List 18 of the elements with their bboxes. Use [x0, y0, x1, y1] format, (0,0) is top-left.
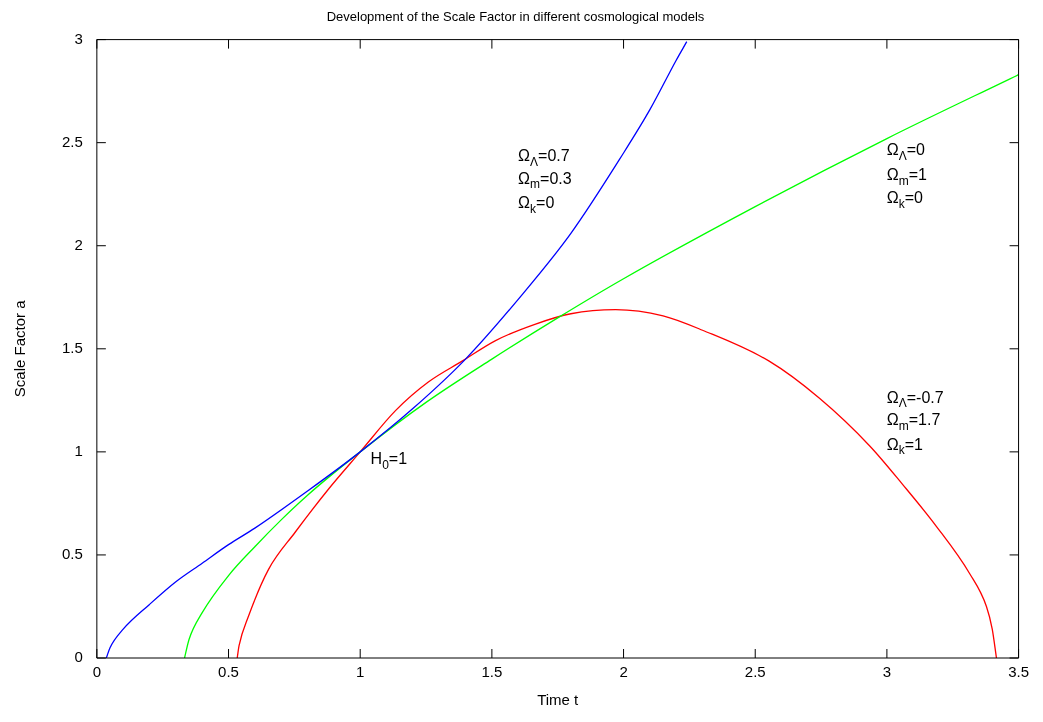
- y-tick-label: 0.5: [61, 545, 83, 563]
- x-axis-title: Time t: [537, 691, 580, 709]
- y-tick-label: 2: [74, 235, 83, 253]
- y-tick-label: 1.5: [61, 338, 83, 356]
- y-axis-title: Scale Factor a: [11, 299, 29, 398]
- y-tick-label: 3: [74, 29, 83, 47]
- x-tick-label: 2.5: [744, 663, 766, 681]
- x-tick-label: 3: [882, 663, 892, 681]
- x-tick-label: 0.5: [218, 663, 239, 681]
- x-tick-label: 1: [356, 663, 365, 681]
- x-tick-label: 2: [619, 663, 628, 681]
- y-tick-label: 2.5: [61, 132, 83, 150]
- x-tick-label: 3.5: [1008, 663, 1029, 681]
- y-tick-label: 1: [74, 442, 83, 460]
- x-tick-label: 1.5: [481, 663, 503, 681]
- x-tick-label: 0: [92, 663, 102, 681]
- chart-title: Development of the Scale Factor in different cosmological models: [326, 9, 705, 25]
- y-tick-label: 0: [74, 648, 83, 666]
